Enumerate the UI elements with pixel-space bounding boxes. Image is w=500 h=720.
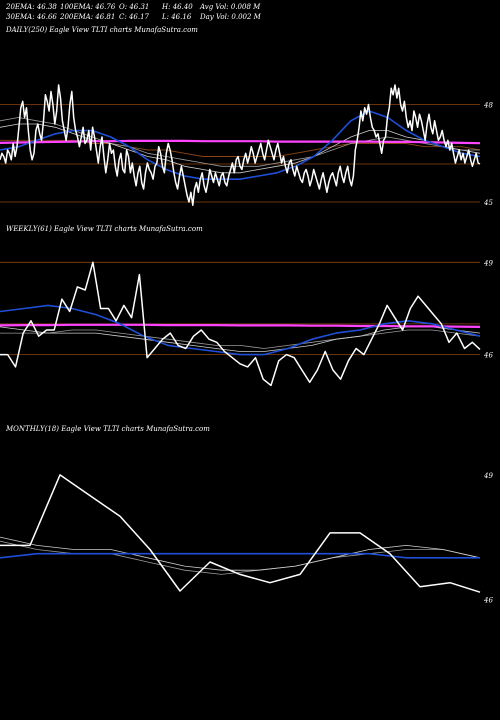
- monthly-y-tick-label-0: 49: [483, 472, 493, 480]
- daily-y-tick-label-1: 45: [483, 199, 493, 207]
- monthly-ema-grey-1-line: [0, 536, 481, 571]
- monthly-ema-blue-line: [0, 552, 480, 559]
- daily-ema-magenta-line: [0, 139, 481, 145]
- daily-chart: 48 45: [0, 84, 493, 207]
- weekly-ema-magenta-line: [0, 323, 481, 328]
- header-ema100: 100EMA: 46.76: [60, 3, 116, 11]
- weekly-y-tick-label-1: 46: [483, 352, 493, 360]
- daily-ema-grey-1-line: [0, 123, 481, 174]
- weekly-ema-grey-1-line: [0, 326, 481, 352]
- weekly-ema-grey-2-line: [0, 329, 481, 349]
- daily-y-tick-label-0: 48: [483, 102, 493, 110]
- weekly-price-line: [0, 261, 481, 387]
- monthly-panel-label: MONTHLY(18) Eagle View TLTI charts Munaf…: [6, 425, 210, 433]
- header-ema20: 20EMA: 46.38: [6, 3, 57, 11]
- header-ema200: 200EMA: 46.81: [60, 13, 116, 21]
- header-low: L: 46.16: [162, 13, 192, 21]
- header-avg-vol: Avg Vol: 0.008 M: [200, 3, 261, 11]
- weekly-ema-blue-line: [0, 304, 481, 356]
- daily-price-line: [0, 84, 481, 207]
- monthly-y-tick-label-1: 46: [483, 596, 493, 604]
- daily-panel-label: DAILY(250) Eagle View TLTI charts Munafa…: [6, 26, 198, 34]
- weekly-chart: 49 46: [0, 259, 493, 387]
- monthly-chart: 49 46: [0, 472, 493, 604]
- header-day-vol: Day Vol: 0.002 M: [200, 13, 261, 21]
- header-open: O: 46.31: [119, 3, 150, 11]
- header-high: H: 46.40: [162, 3, 193, 11]
- weekly-y-tick-label-0: 49: [483, 259, 493, 267]
- monthly-price-line: [0, 474, 481, 593]
- header-ema30: 30EMA: 46.66: [6, 13, 57, 21]
- daily-ema-blue-line: [0, 110, 481, 180]
- weekly-panel-label: WEEKLY(61) Eagle View TLTI charts Munafa…: [6, 225, 203, 233]
- header-close: C: 46.17: [119, 13, 149, 21]
